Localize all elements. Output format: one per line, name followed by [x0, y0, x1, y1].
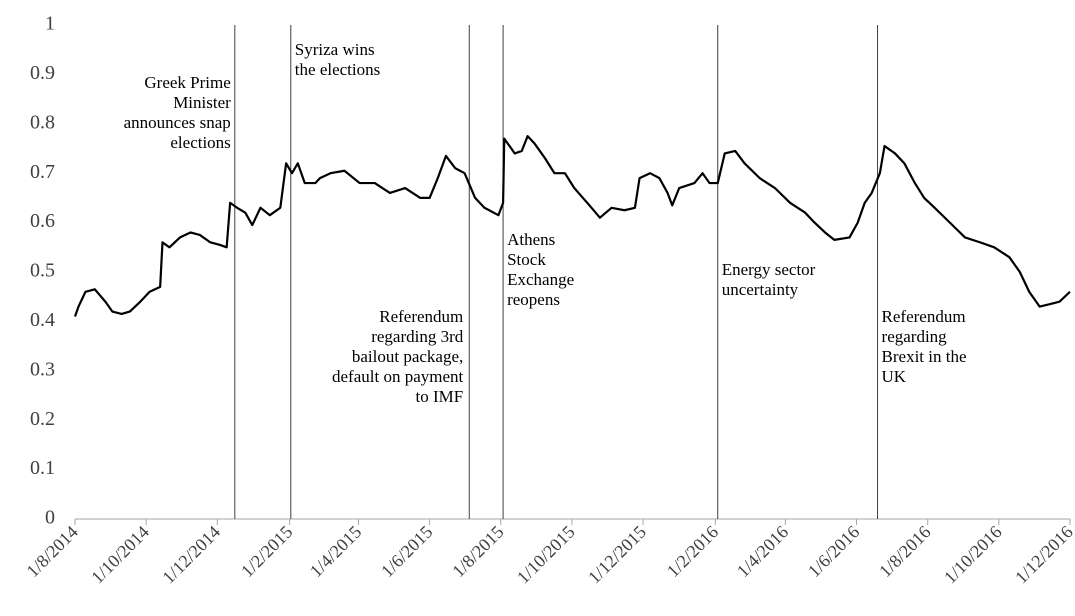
y-tick-label: 0.5 — [30, 260, 55, 282]
y-tick-label: 0.3 — [30, 358, 55, 380]
event-label-line: the elections — [295, 60, 380, 79]
event-label-line: Syriza wins — [295, 40, 375, 59]
event-label-line: Exchange — [507, 270, 574, 289]
event-label-line: Referendum — [379, 307, 463, 326]
event-label-line: uncertainty — [722, 280, 799, 299]
y-tick-label: 0.6 — [30, 210, 55, 232]
x-tick-label: 1/12/2016 — [1011, 522, 1075, 588]
event-label-line: Minister — [173, 93, 231, 112]
x-tick-label: 1/12/2014 — [158, 522, 224, 588]
x-tick-label: 1/2/2015 — [237, 522, 296, 581]
event-label-line: Stock — [507, 250, 546, 269]
y-tick-label: 0.1 — [30, 457, 55, 479]
event-label-line: Brexit in the — [882, 347, 967, 366]
x-tick-label: 1/6/2015 — [377, 522, 436, 581]
x-tick-label: 1/10/2016 — [940, 522, 1006, 588]
event-label: Referendum regarding Brexit in the UK — [882, 307, 967, 386]
event-label: Energy sector uncertainty — [722, 260, 816, 299]
event-label-line: regarding — [882, 327, 948, 346]
y-tick-label: 1 — [45, 13, 55, 35]
event-label-line: Athens — [507, 230, 555, 249]
event-label-line: Energy sector — [722, 260, 816, 279]
event-label-line: announces snap — [124, 113, 231, 132]
y-tick-label: 0.8 — [30, 111, 55, 133]
x-tick-label: 1/8/2014 — [22, 522, 81, 581]
event-label: Athens Stock Exchange reopens — [507, 230, 574, 309]
x-tick-label: 1/4/2016 — [733, 522, 792, 581]
y-tick-label: 0.4 — [30, 309, 55, 331]
data-line — [73, 135, 1071, 317]
event-label-line: Greek Prime — [144, 73, 230, 92]
event-label-line: Referendum — [882, 307, 966, 326]
event-label-line: bailout package, — [352, 347, 463, 366]
event-label-line: default on payment — [332, 367, 464, 386]
event-label-line: regarding 3rd — [371, 327, 464, 346]
x-tick-label: 1/12/2015 — [584, 522, 650, 588]
y-tick-label: 0.9 — [30, 62, 55, 84]
y-tick-label: 0.2 — [30, 408, 55, 430]
y-tick-label: 0 — [45, 507, 55, 529]
x-tick-label: 1/8/2016 — [875, 522, 934, 581]
event-label-line: reopens — [507, 290, 560, 309]
event-label-line: to IMF — [416, 387, 464, 406]
event-label-line: UK — [882, 367, 907, 386]
y-tick-label: 0.7 — [30, 161, 55, 183]
event-label: Syriza wins the elections — [295, 40, 380, 79]
x-tick-label: 1/6/2016 — [804, 522, 863, 581]
event-label: Greek Prime Minister announces snap electio… — [124, 73, 232, 152]
event-label: Referendum regarding 3rd bailout package, d… — [332, 307, 464, 406]
x-tick-label: 1/2/2016 — [663, 522, 722, 581]
x-tick-label: 1/10/2014 — [87, 522, 153, 588]
event-label-line: elections — [170, 133, 230, 152]
x-tick-label: 1/8/2015 — [448, 522, 507, 581]
x-tick-label: 1/10/2015 — [513, 522, 579, 588]
x-tick-label: 1/4/2015 — [306, 522, 365, 581]
